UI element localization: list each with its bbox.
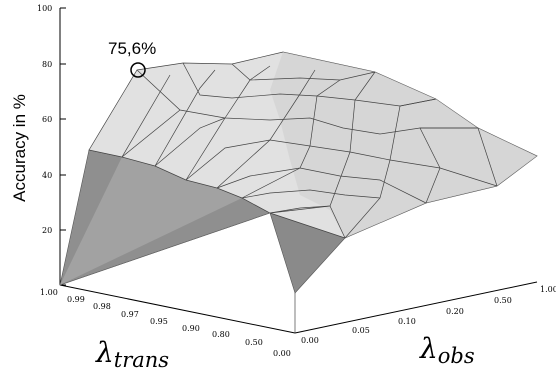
z-tick-label-60: 60 [42,115,52,124]
surface-shade-right [270,52,537,238]
trans-tick-label: 0.98 [93,302,111,311]
obs-tick-label: 1.00 [540,285,556,294]
surface-grid-trans [121,62,498,239]
trans-tick-label: 1.00 [40,288,58,297]
max-marker [130,62,146,78]
trans-tick-label: 0.90 [182,324,200,333]
z-tick-label-100: 100 [37,4,52,13]
obs-ticks: 0.00 0.05 0.10 0.20 0.50 1.00 [301,285,556,345]
trans-axis-subscript: trans [114,348,170,372]
obs-tick-label: 0.20 [446,307,464,316]
surface-side-wall-highlight [60,157,242,285]
obs-axis-subscript: obs [438,344,475,368]
z-axis: 20 40 60 80 100 Accuracy in % [10,4,66,286]
obs-axis-label: λobs [419,332,475,368]
z-axis-label: Accuracy in % [10,94,29,202]
trans-ticks: 1.00 0.99 0.98 0.97 0.95 0.90 0.80 0.50 … [40,288,291,358]
trans-axis-symbol: λ [95,336,114,369]
obs-axis-symbol: λ [419,332,438,365]
trans-tick-label: 0.50 [245,338,263,347]
obs-tick-label: 0.10 [398,317,416,326]
obs-tick-label: 0.50 [494,296,512,305]
z-tick-label-80: 80 [42,60,52,69]
trans-axis-line [59,284,296,334]
obs-tick-label: 0.00 [301,336,319,345]
accuracy-surface [59,51,538,333]
obs-tick-label: 0.05 [352,326,370,335]
trans-tick-label: 0.97 [121,310,139,319]
max-annotation: 75,6% [108,39,156,78]
surface-grid-obs [121,65,498,239]
base-axes [59,281,538,334]
trans-tick-label: 0.80 [212,330,230,339]
trans-tick-label: 0.00 [273,349,291,358]
trans-tick-label: 0.99 [67,295,85,304]
z-tick-label-20: 20 [42,226,52,235]
z-tick-label-40: 40 [42,171,52,180]
obs-axis-line [294,281,538,334]
trans-axis-label: λtrans [95,336,169,372]
trans-tick-label: 0.95 [150,317,168,326]
max-annotation-label: 75,6% [108,39,156,58]
surface-left-edge [59,212,271,286]
